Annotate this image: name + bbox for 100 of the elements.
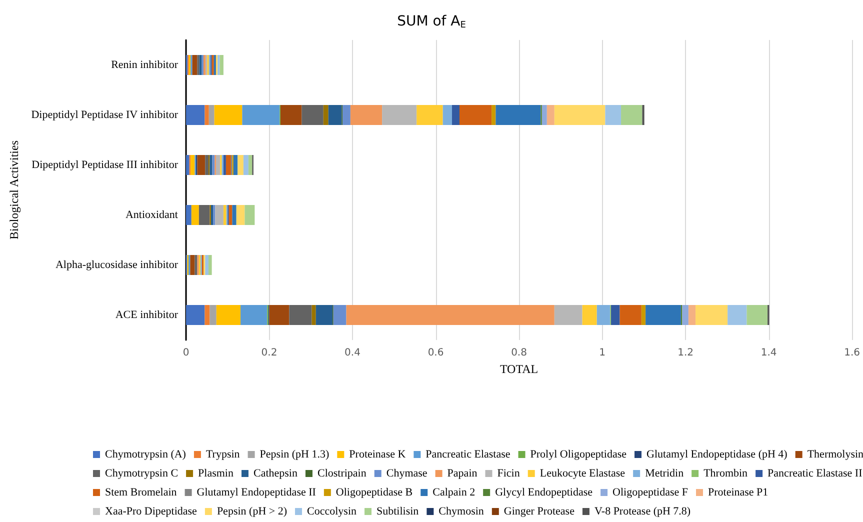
- bar: [186, 155, 190, 175]
- legend-label: Chymotrypsin C: [105, 468, 178, 480]
- legend-label: Pancreatic Elastase: [426, 448, 510, 460]
- bar: [323, 105, 328, 125]
- legend-label: Xaa-Pro Dipeptidase: [105, 506, 198, 518]
- x-tick-label: 0.6: [428, 348, 444, 358]
- legend-label: Proteinase K: [349, 448, 406, 460]
- bar: [682, 305, 688, 325]
- bar: [459, 105, 492, 125]
- x-tick-label: 0: [182, 348, 190, 358]
- bar: [746, 305, 768, 325]
- legend-label: Metridin: [645, 468, 684, 480]
- bar: [194, 255, 198, 275]
- x-tick-label: 1: [599, 348, 606, 358]
- bar: [212, 155, 215, 175]
- bar: [605, 105, 622, 125]
- bar: [302, 105, 324, 125]
- bar: [696, 305, 728, 325]
- bar: [190, 155, 195, 175]
- bar: [646, 305, 681, 325]
- x-tick-label: 1.4: [760, 348, 777, 358]
- legend-label: Pancreatic Elastase II: [768, 468, 863, 480]
- bar: [242, 105, 280, 125]
- bar: [248, 155, 252, 175]
- legend-label: Oligopeptidase F: [612, 486, 688, 498]
- legend-label: Glycyl Endopeptidase: [495, 486, 593, 498]
- legend-label: Chymotrypsin (A): [105, 448, 186, 460]
- legend-label: Cathepsin: [253, 468, 298, 480]
- legend-label: Chymosin: [438, 506, 484, 518]
- bar: [216, 155, 220, 175]
- legend-label: Trypsin: [206, 448, 240, 460]
- bar: [190, 255, 195, 275]
- legend-label: Glutamyl Endopeptidase (pH 4): [646, 448, 788, 460]
- bar: [546, 105, 554, 125]
- bar: [210, 205, 214, 225]
- bar: [620, 305, 642, 325]
- bar: [228, 205, 232, 225]
- bar: [208, 255, 212, 275]
- bar: [205, 255, 208, 275]
- bar: [269, 305, 290, 325]
- legend-label: Plasmin: [198, 468, 234, 480]
- bar: [416, 105, 443, 125]
- x-axis-title: TOTAL: [500, 362, 538, 376]
- bar: [621, 105, 642, 125]
- bar: [280, 105, 302, 125]
- legend-label: Pepsin (pH > 2): [216, 506, 288, 518]
- bar: [186, 205, 192, 225]
- bar: [238, 155, 244, 175]
- bar: [244, 205, 255, 225]
- bar: [542, 105, 547, 125]
- bar: [641, 305, 646, 325]
- bar: [452, 105, 460, 125]
- bar: [208, 105, 214, 125]
- bar: [186, 105, 205, 125]
- bar: [233, 155, 238, 175]
- bar: [220, 55, 224, 75]
- bar: [203, 55, 206, 75]
- legend-label: Leukocyte Elastase: [540, 468, 626, 480]
- bar: [346, 305, 554, 325]
- y-tick-label: Dipeptidyl Peptidase IV inhibitor: [31, 109, 178, 121]
- x-tick-label: 0.8: [511, 348, 527, 358]
- bar: [316, 305, 333, 325]
- bar: [289, 305, 312, 325]
- bar: [204, 305, 210, 325]
- x-tick-label: 0.4: [344, 348, 360, 358]
- bar: [728, 305, 747, 325]
- x-tick-label: 0.2: [261, 348, 278, 358]
- y-tick-label: Dipeptidyl Peptidase III inhibitor: [32, 159, 178, 171]
- legend-label: Proteinase P1: [708, 486, 768, 498]
- legend-label: Subtilisin: [376, 506, 420, 518]
- bar: [236, 205, 245, 225]
- bar: [216, 305, 241, 325]
- legend-label: Prolyl Oligopeptidase: [530, 448, 627, 460]
- y-axis-title: Biological Activities: [7, 140, 22, 240]
- legend-label: V-8 Protease (pH 7.8): [594, 506, 691, 518]
- legend-label: Clostripain: [317, 468, 367, 480]
- y-tick-label: Antioxidant: [125, 209, 178, 221]
- bar: [204, 105, 209, 125]
- bar: [243, 155, 248, 175]
- bar: [554, 305, 582, 325]
- x-tick-label: 1.2: [678, 348, 694, 358]
- legend-label: Oligopeptidase B: [336, 486, 413, 498]
- y-tick-label: ACE inhibitor: [115, 309, 178, 321]
- bar: [596, 305, 610, 325]
- bar: [333, 305, 346, 325]
- legend-label: Calpain 2: [432, 486, 476, 498]
- legend-label: Stem Bromelain: [105, 486, 178, 498]
- bar: [554, 105, 606, 125]
- bar: [199, 55, 202, 75]
- y-tick-label: Renin inhibitor: [111, 59, 178, 71]
- legend-label: Thrombin: [704, 468, 748, 480]
- bar: [210, 305, 216, 325]
- bar: [492, 105, 496, 125]
- bar: [214, 105, 242, 125]
- legend-label: Thermolysin: [807, 448, 863, 460]
- legend-label: Glutamyl Endopeptidase II: [196, 486, 316, 498]
- bar: [223, 205, 226, 225]
- bar: [442, 105, 452, 125]
- bar: [186, 305, 205, 325]
- bar: [210, 155, 212, 175]
